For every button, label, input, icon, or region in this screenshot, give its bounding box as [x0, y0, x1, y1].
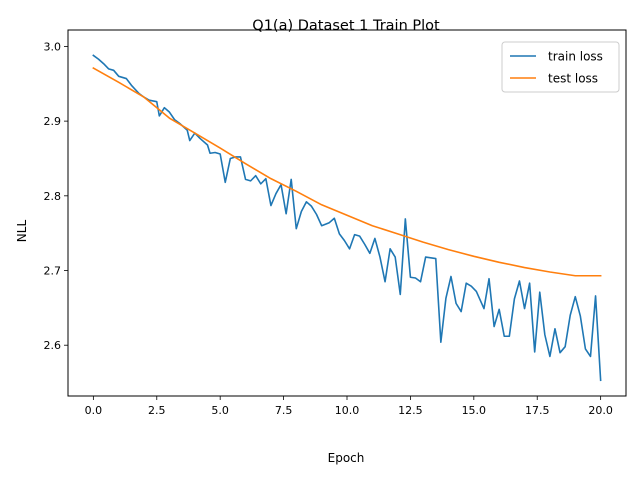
x-tick-label: 17.5 [525, 404, 550, 417]
y-tick-label: 2.9 [44, 115, 62, 128]
x-tick-label: 7.5 [275, 404, 293, 417]
legend: train loss test loss [501, 41, 620, 93]
legend-label-test-loss: test loss [548, 72, 598, 86]
y-tick-label: 2.8 [44, 190, 62, 203]
x-tick-label: 20.0 [588, 404, 613, 417]
series-line-test-loss [92, 67, 602, 277]
x-tick-label: 5.0 [211, 404, 229, 417]
chart-title: Q1(a) Dataset 1 Train Plot [252, 18, 440, 34]
x-tick-label: 2.5 [148, 404, 166, 417]
y-axis-ticks: 2.6 2.7 2.8 2.9 3.0 [44, 40, 68, 352]
series-layer [92, 54, 602, 382]
x-tick-label: 0.0 [85, 404, 103, 417]
y-tick-label: 3.0 [44, 40, 62, 53]
y-tick-label: 2.7 [44, 265, 62, 278]
y-tick-label: 2.6 [44, 339, 62, 352]
y-axis-label: NLL [15, 220, 29, 243]
x-tick-label: 15.0 [462, 404, 487, 417]
x-axis-label: Epoch [328, 451, 365, 465]
x-tick-label: 10.0 [335, 404, 360, 417]
x-axis-ticks: 0.0 2.5 5.0 7.5 10.0 12.5 15.0 17.5 20.0 [85, 396, 613, 417]
legend-box [501, 41, 620, 93]
x-tick-label: 12.5 [398, 404, 423, 417]
legend-label-train-loss: train loss [548, 50, 603, 64]
